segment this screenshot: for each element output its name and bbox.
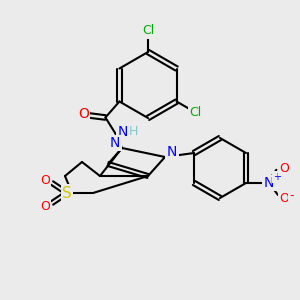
Text: O: O [78, 107, 89, 122]
Text: Cl: Cl [189, 106, 202, 118]
Text: Cl: Cl [142, 25, 154, 38]
Text: N: N [110, 136, 120, 150]
Text: N: N [264, 176, 274, 190]
Text: O: O [279, 191, 289, 205]
Text: -: - [290, 190, 294, 202]
Text: S: S [62, 185, 72, 200]
Text: O: O [40, 200, 50, 212]
Text: O: O [279, 161, 289, 175]
Text: H: H [129, 125, 138, 138]
Text: N: N [167, 145, 177, 159]
Text: N: N [117, 124, 128, 139]
Text: O: O [40, 173, 50, 187]
Text: +: + [273, 172, 281, 182]
